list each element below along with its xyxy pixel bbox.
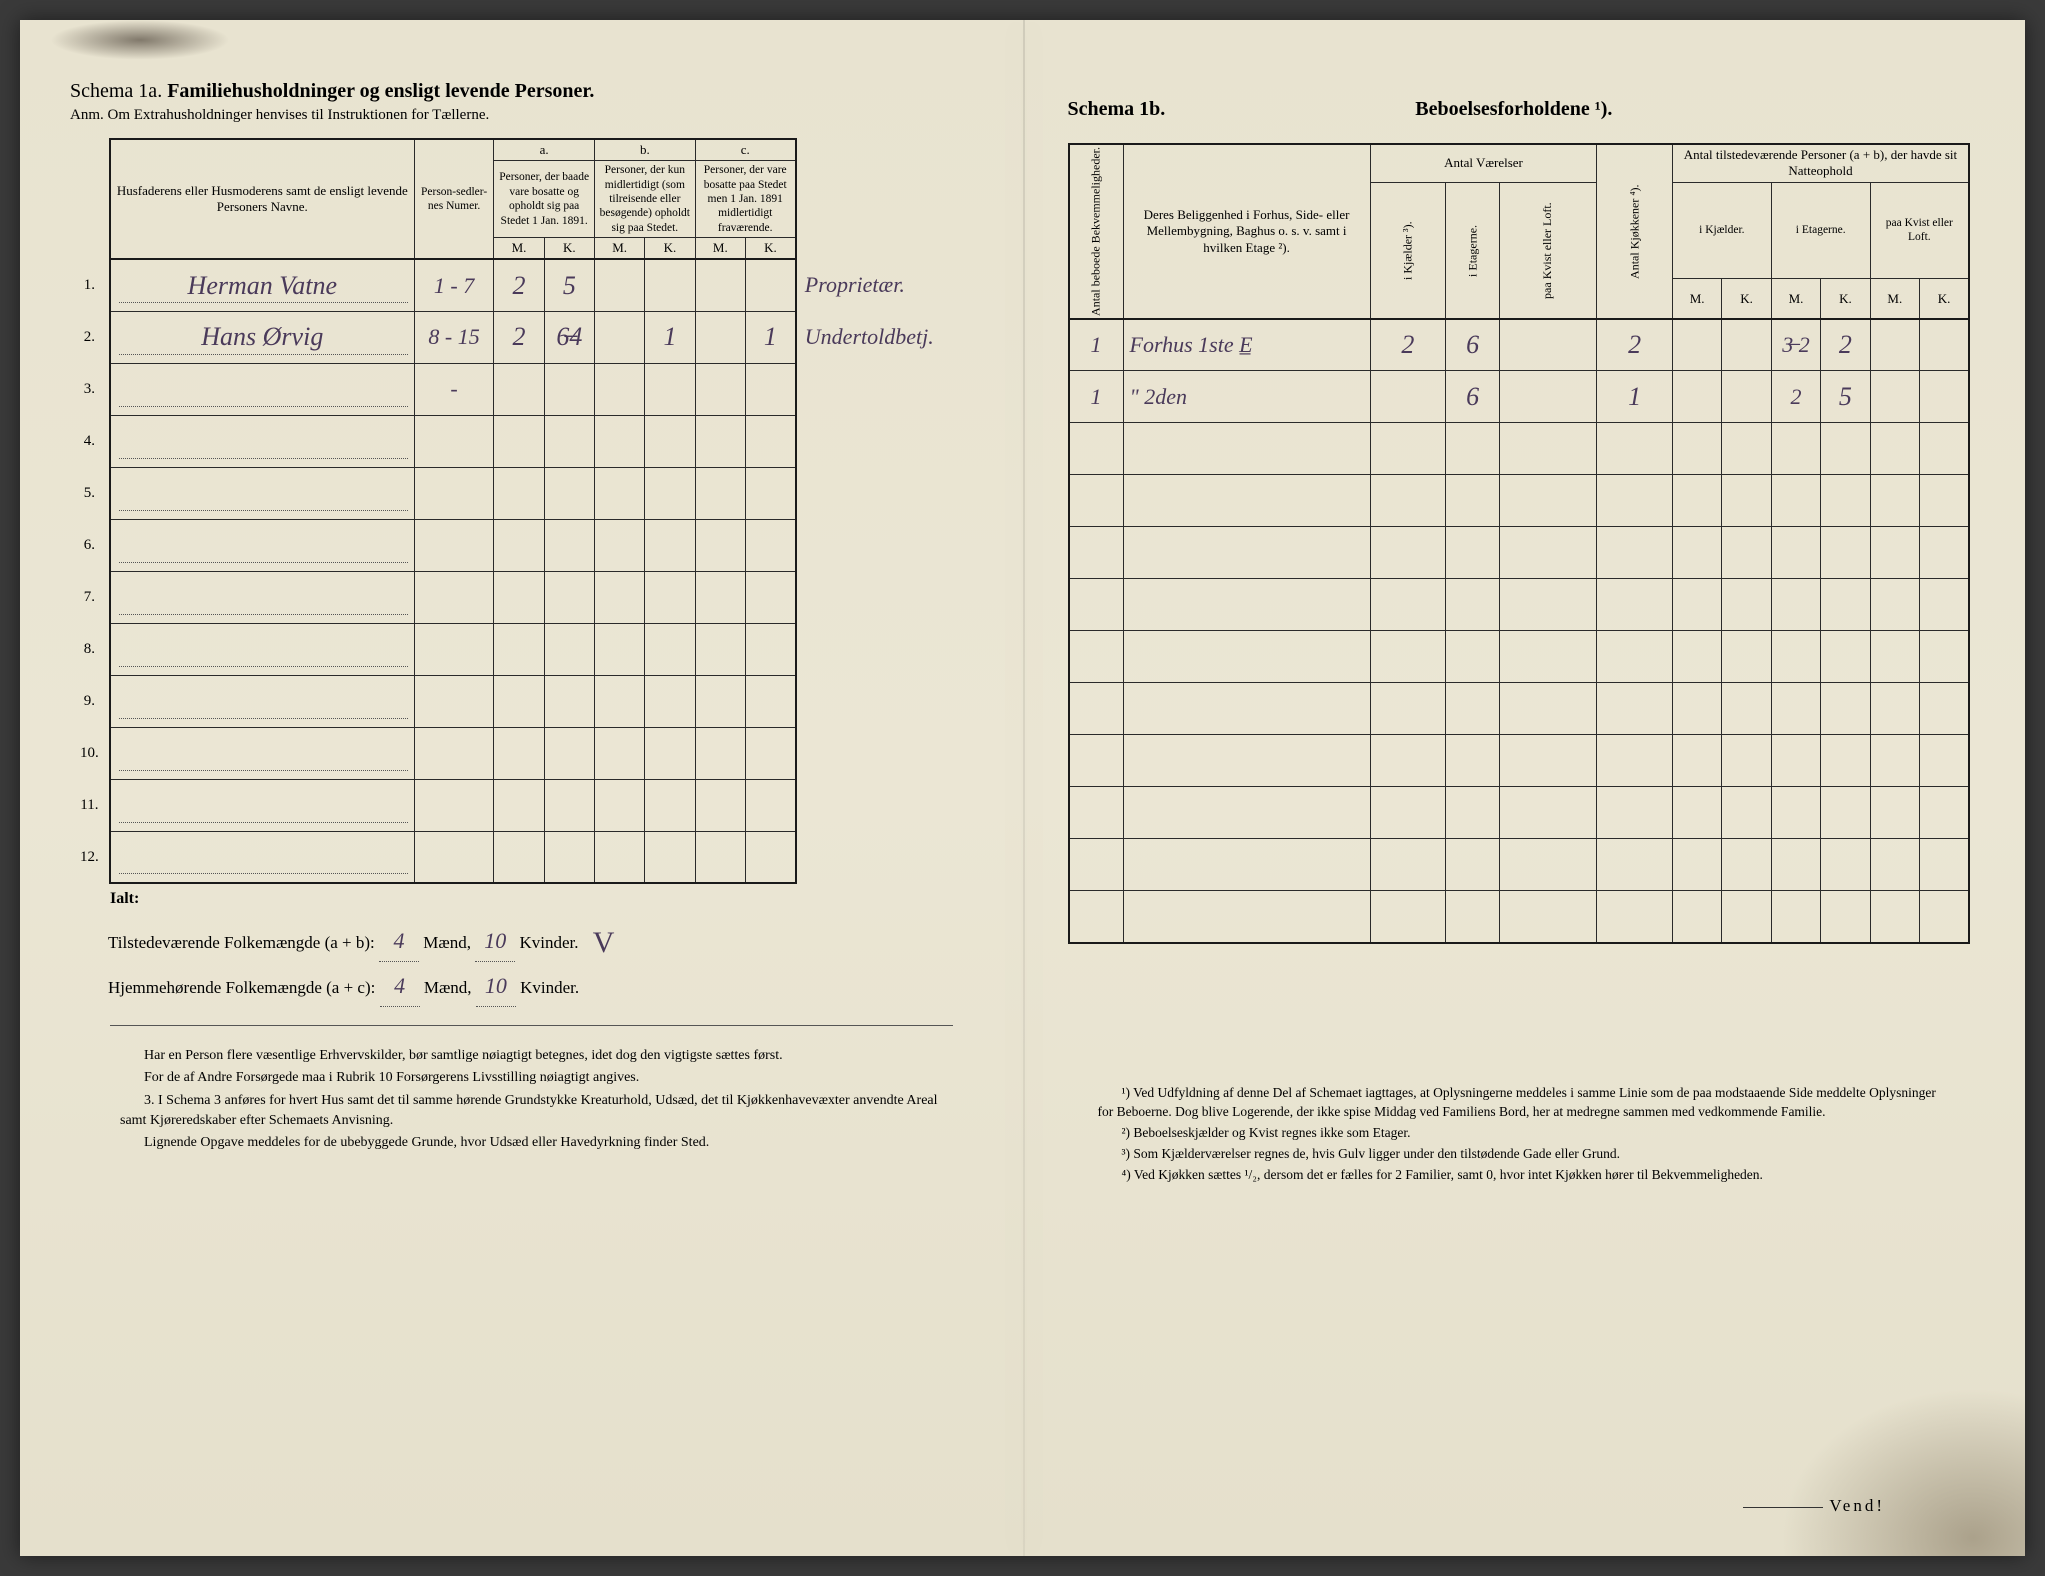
- col-v-kv: paa Kvist eller Loft.: [1499, 182, 1596, 319]
- col-c-label: c.: [695, 139, 796, 161]
- note-r-1: ²) Beboelseskjælder og Kvist regnes ikke…: [1098, 1124, 1951, 1143]
- col-a-label: a.: [494, 139, 595, 161]
- page-right: Schema 1b. Beboelsesforholdene ¹). Antal…: [1023, 20, 2026, 1556]
- col-c-k: K.: [745, 238, 795, 260]
- table-row: 9.: [70, 675, 983, 727]
- table-row: 7.: [70, 571, 983, 623]
- checkmark-icon: V: [593, 926, 615, 959]
- col-p-kj: i Kjælder.: [1672, 182, 1771, 279]
- p-kv-k: K.: [1920, 279, 1969, 319]
- col-v-kj: i Kjælder ³).: [1370, 182, 1446, 319]
- document-sheet: Schema 1a. Familiehusholdninger og ensli…: [20, 20, 2025, 1556]
- table-row: 3.-: [70, 363, 983, 415]
- subtitle: Anm. Om Extrahusholdninger henvises til …: [70, 107, 983, 124]
- col-belig: Deres Beliggenhed i Forhus, Side- eller …: [1123, 144, 1370, 319]
- col-v-et: i Etagerne.: [1446, 182, 1500, 319]
- maend2: Mænd,: [424, 978, 472, 997]
- table-row: [1069, 579, 1970, 631]
- p-kj-m: M.: [1672, 279, 1721, 319]
- right-footnotes: ¹) Ved Udfyldning af denne Del af Schema…: [1068, 944, 1971, 1184]
- p-et-k: K.: [1821, 279, 1870, 319]
- col-names: Husfaderens eller Husmoderens samt de en…: [110, 139, 415, 259]
- maend1: Mænd,: [423, 933, 471, 952]
- schema-1a-title: Schema 1a. Familiehusholdninger og ensli…: [70, 80, 983, 103]
- table-row: 4.: [70, 415, 983, 467]
- note-l-1: For de af Andre Forsørgede maa i Rubrik …: [120, 1068, 953, 1088]
- col-a-m: M.: [494, 238, 544, 260]
- tot1-label: Tilstedeværende Folkemængde (a + b):: [108, 933, 375, 952]
- table-left: Husfaderens eller Husmoderens samt de en…: [70, 138, 983, 884]
- col-psn: Person-sedler-nes Numer.: [414, 139, 493, 259]
- table-row: [1069, 527, 1970, 579]
- col-a-k: K.: [544, 238, 594, 260]
- totals-block: Tilstedeværende Folkemængde (a + b): 4 M…: [70, 912, 983, 1007]
- grp-personer: Antal tilstedeværende Personer (a + b), …: [1672, 144, 1969, 182]
- table-row: [1069, 423, 1970, 475]
- tot2-label: Hjemmehørende Folkemængde (a + c):: [108, 978, 375, 997]
- p-kv-m: M.: [1870, 279, 1919, 319]
- p-kj-k: K.: [1722, 279, 1771, 319]
- note-l-0: Har en Person flere væsentlige Erhvervsk…: [120, 1046, 953, 1066]
- table-row: 12.: [70, 831, 983, 883]
- table-row: 1Forhus 1ste E̲2623̶ 22: [1069, 319, 1970, 371]
- table-row: 10.: [70, 727, 983, 779]
- table-row: 2.Hans Ørvig8 - 1526̶411Undertoldbetj.: [70, 311, 983, 363]
- table-row: 5.: [70, 467, 983, 519]
- kvinder2: Kvinder.: [520, 978, 579, 997]
- tot2-m: 4: [380, 966, 420, 1007]
- ialt-label: Ialt:: [70, 884, 983, 912]
- schema-1b-title: Schema 1b. Beboelsesforholdene ¹).: [1068, 98, 1971, 121]
- table-row: [1069, 475, 1970, 527]
- table-row: [1069, 787, 1970, 839]
- col-c-text: Personer, der vare bosatte paa Stedet me…: [695, 161, 796, 238]
- table-right: Antal beboede Bekvemmeligheder. Deres Be…: [1068, 143, 1971, 944]
- col-bekv: Antal beboede Bekvemmeligheder.: [1069, 144, 1124, 319]
- note-r-2: ³) Som Kjælderværelser regnes de, hvis G…: [1098, 1145, 1951, 1164]
- note-r-3: ⁴) Ved Kjøkken sættes ¹/₂, dersom det er…: [1098, 1166, 1951, 1185]
- table-row: 1" 2den6125: [1069, 371, 1970, 423]
- title-prefix: Schema 1a.: [70, 80, 162, 102]
- vend-text: Vend!: [1829, 1496, 1885, 1515]
- col-c-m: M.: [695, 238, 745, 260]
- table-row: [1069, 631, 1970, 683]
- col-b-m: M.: [594, 238, 644, 260]
- col-p-et: i Etagerne.: [1771, 182, 1870, 279]
- table-row: 11.: [70, 779, 983, 831]
- vend-label: Vend!: [1743, 1496, 1885, 1516]
- col-b-label: b.: [594, 139, 695, 161]
- page-left: Schema 1a. Familiehusholdninger og ensli…: [20, 20, 1023, 1556]
- title-main-r: Beboelsesforholdene ¹).: [1415, 98, 1612, 120]
- tot1-m: 4: [379, 921, 419, 962]
- col-b-text: Personer, der kun midlertidigt (som tilr…: [594, 161, 695, 238]
- table-row: [1069, 683, 1970, 735]
- table-row: [1069, 839, 1970, 891]
- col-p-kv: paa Kvist eller Loft.: [1870, 182, 1969, 279]
- col-a-text: Personer, der baade vare bosatte og opho…: [494, 161, 595, 238]
- table-row: 6.: [70, 519, 983, 571]
- tot1-k: 10: [475, 921, 515, 962]
- note-l-2: 3. I Schema 3 anføres for hvert Hus samt…: [120, 1091, 953, 1132]
- title-prefix-r: Schema 1b.: [1068, 98, 1166, 120]
- table-row: 1.Herman Vatne1 - 725Proprietær.: [70, 259, 983, 311]
- table-row: [1069, 891, 1970, 943]
- left-footnotes: Har en Person flere væsentlige Erhvervsk…: [70, 1026, 983, 1153]
- tot2-k: 10: [476, 966, 516, 1007]
- grp-vaerelser: Antal Værelser: [1370, 144, 1597, 182]
- table-row: 8.: [70, 623, 983, 675]
- kvinder1: Kvinder.: [519, 933, 578, 952]
- title-main: Familiehusholdninger og ensligt levende …: [167, 80, 594, 102]
- col-b-k: K.: [645, 238, 695, 260]
- note-l-3: Lignende Opgave meddeles for de ubebygge…: [120, 1133, 953, 1153]
- col-kjokkener: Antal Kjøkkener ⁴).: [1597, 144, 1673, 319]
- p-et-m: M.: [1771, 279, 1820, 319]
- table-row: [1069, 735, 1970, 787]
- note-r-0: ¹) Ved Udfyldning af denne Del af Schema…: [1098, 1084, 1951, 1122]
